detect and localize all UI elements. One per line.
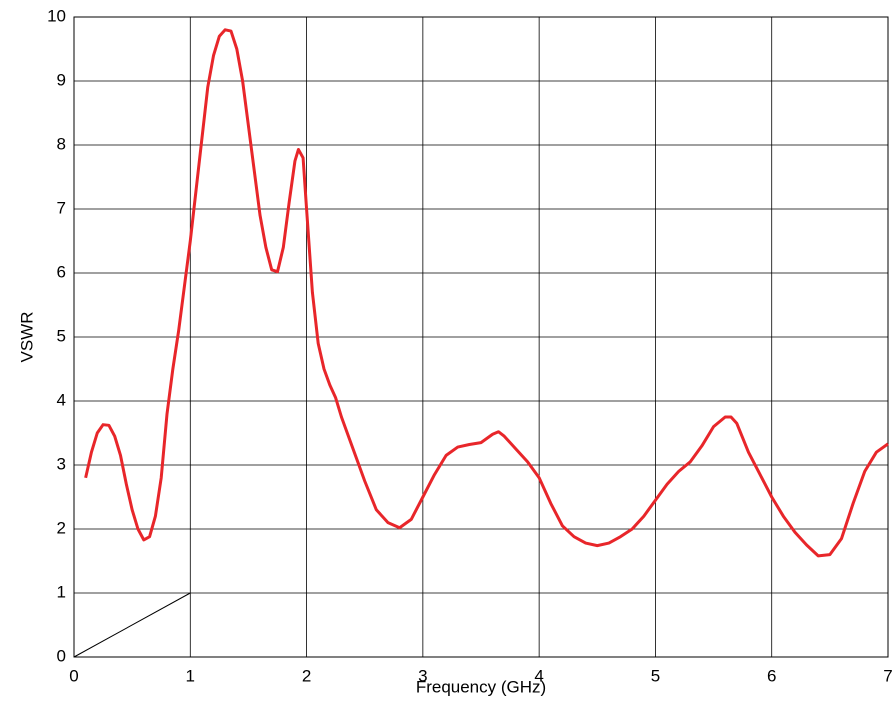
y-tick-label: 6 <box>57 262 66 281</box>
x-tick-label: 6 <box>767 666 776 685</box>
data-line <box>73 592 191 658</box>
y-tick-label: 7 <box>57 198 66 217</box>
x-tick-label: 5 <box>651 666 660 685</box>
y-tick-label: 9 <box>57 70 66 89</box>
y-tick-label: 1 <box>57 582 66 601</box>
data-line <box>84 28 889 558</box>
y-tick-label: 10 <box>47 6 66 25</box>
x-tick-label: 2 <box>302 666 311 685</box>
x-tick-label: 4 <box>534 666 543 685</box>
y-tick-label: 4 <box>57 390 66 409</box>
x-tick-label: 1 <box>186 666 195 685</box>
x-tick-label: 0 <box>69 666 78 685</box>
y-tick-label: 0 <box>57 646 66 665</box>
y-tick-label: 8 <box>57 134 66 153</box>
plot-frame <box>73 16 889 658</box>
y-tick-label: 2 <box>57 518 66 537</box>
y-tick-label: 3 <box>57 454 66 473</box>
y-axis-label: VSWR <box>17 312 36 363</box>
x-tick-label: 7 <box>883 666 892 685</box>
y-tick-label: 5 <box>57 326 66 345</box>
x-axis-label: Frequency (GHz) <box>416 677 546 696</box>
x-tick-label: 3 <box>418 666 427 685</box>
